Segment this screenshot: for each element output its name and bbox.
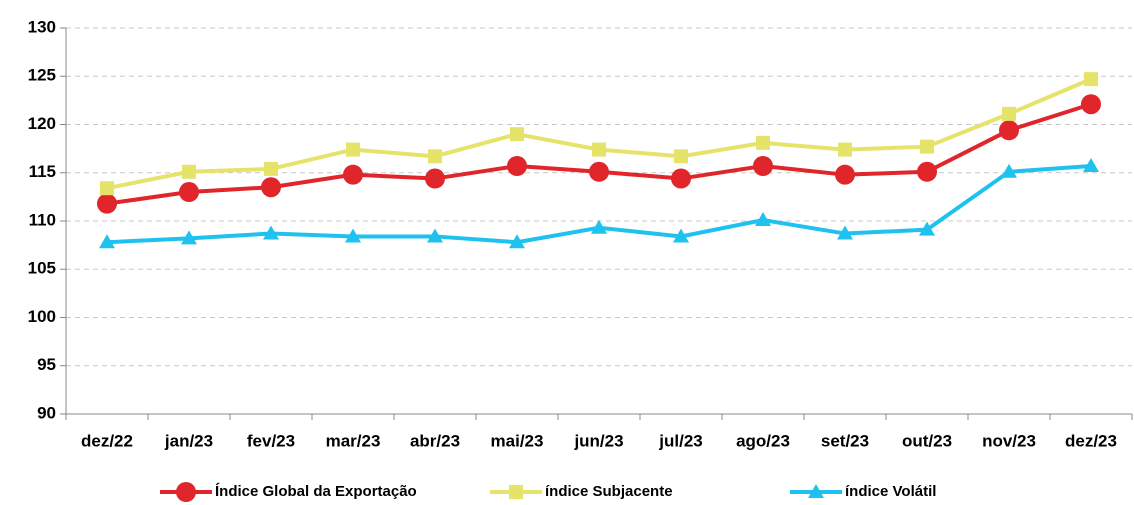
marker <box>261 177 281 198</box>
y-tick-label: 95 <box>37 355 56 374</box>
x-tick-label: fev/23 <box>247 431 295 450</box>
marker <box>263 225 279 240</box>
marker <box>1002 106 1016 121</box>
marker <box>428 149 442 164</box>
marker <box>343 164 363 185</box>
y-tick-label: 100 <box>28 307 56 326</box>
marker <box>264 161 278 176</box>
marker <box>1081 94 1101 115</box>
marker <box>507 155 527 176</box>
marker <box>917 161 937 182</box>
marker <box>753 155 773 176</box>
y-tick-label: 90 <box>37 403 56 422</box>
marker <box>1083 157 1099 172</box>
marker <box>756 135 770 150</box>
marker <box>671 168 691 189</box>
marker <box>837 225 853 240</box>
marker <box>510 127 524 142</box>
marker <box>179 182 199 203</box>
marker <box>425 168 445 189</box>
marker <box>673 228 689 243</box>
legend: Índice Global da Exportação índice Subjac… <box>160 482 936 502</box>
x-tick-label: nov/23 <box>982 431 1036 450</box>
marker <box>99 234 115 249</box>
marker <box>999 120 1019 141</box>
marker <box>182 164 196 179</box>
marker <box>509 234 525 249</box>
marker <box>181 230 197 245</box>
legend-label: índice Volátil <box>845 483 936 500</box>
y-tick-label: 115 <box>29 162 56 181</box>
marker <box>755 212 771 227</box>
marker <box>1084 72 1098 87</box>
legend-marker <box>176 482 196 502</box>
x-tick-label: ago/23 <box>736 431 790 450</box>
marker <box>919 221 935 236</box>
x-tick-label: set/23 <box>821 431 869 450</box>
legend-label: Índice Global da Exportação <box>215 483 417 500</box>
y-tick-label: 110 <box>29 210 56 229</box>
marker <box>838 142 852 157</box>
y-tick-label: 105 <box>28 259 56 278</box>
x-tick-label: mar/23 <box>326 431 381 450</box>
legend-label: índice Subjacente <box>545 483 673 500</box>
x-tick-label: out/23 <box>902 431 952 450</box>
marker <box>345 228 361 243</box>
x-tick-label: abr/23 <box>410 431 460 450</box>
marker <box>920 139 934 154</box>
marker <box>674 149 688 164</box>
marker <box>592 142 606 157</box>
x-tick-label: mai/23 <box>491 431 544 450</box>
legend-marker <box>509 485 523 499</box>
x-tick-label: jan/23 <box>164 431 213 450</box>
marker <box>835 164 855 185</box>
marker <box>427 228 443 243</box>
y-tick-label: 120 <box>28 114 56 133</box>
x-tick-label: dez/22 <box>81 431 133 450</box>
x-tick-label: jul/23 <box>658 431 702 450</box>
marker <box>591 219 607 234</box>
y-tick-label: 125 <box>28 66 56 85</box>
marker <box>97 193 117 214</box>
y-tick-label: 130 <box>28 17 56 36</box>
marker <box>589 161 609 182</box>
x-tick-label: dez/23 <box>1065 431 1117 450</box>
legend-marker <box>808 484 824 498</box>
marker <box>1001 163 1017 178</box>
marker <box>100 181 114 196</box>
x-tick-label: jun/23 <box>573 431 623 450</box>
marker <box>346 142 360 157</box>
